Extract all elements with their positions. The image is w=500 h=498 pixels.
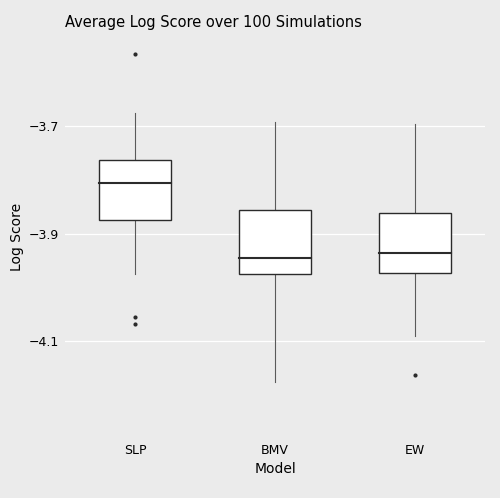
Bar xyxy=(378,214,452,272)
Text: Average Log Score over 100 Simulations: Average Log Score over 100 Simulations xyxy=(65,14,362,29)
Bar xyxy=(238,210,312,274)
Bar xyxy=(98,160,172,221)
X-axis label: Model: Model xyxy=(254,462,296,477)
Y-axis label: Log Score: Log Score xyxy=(10,203,24,270)
